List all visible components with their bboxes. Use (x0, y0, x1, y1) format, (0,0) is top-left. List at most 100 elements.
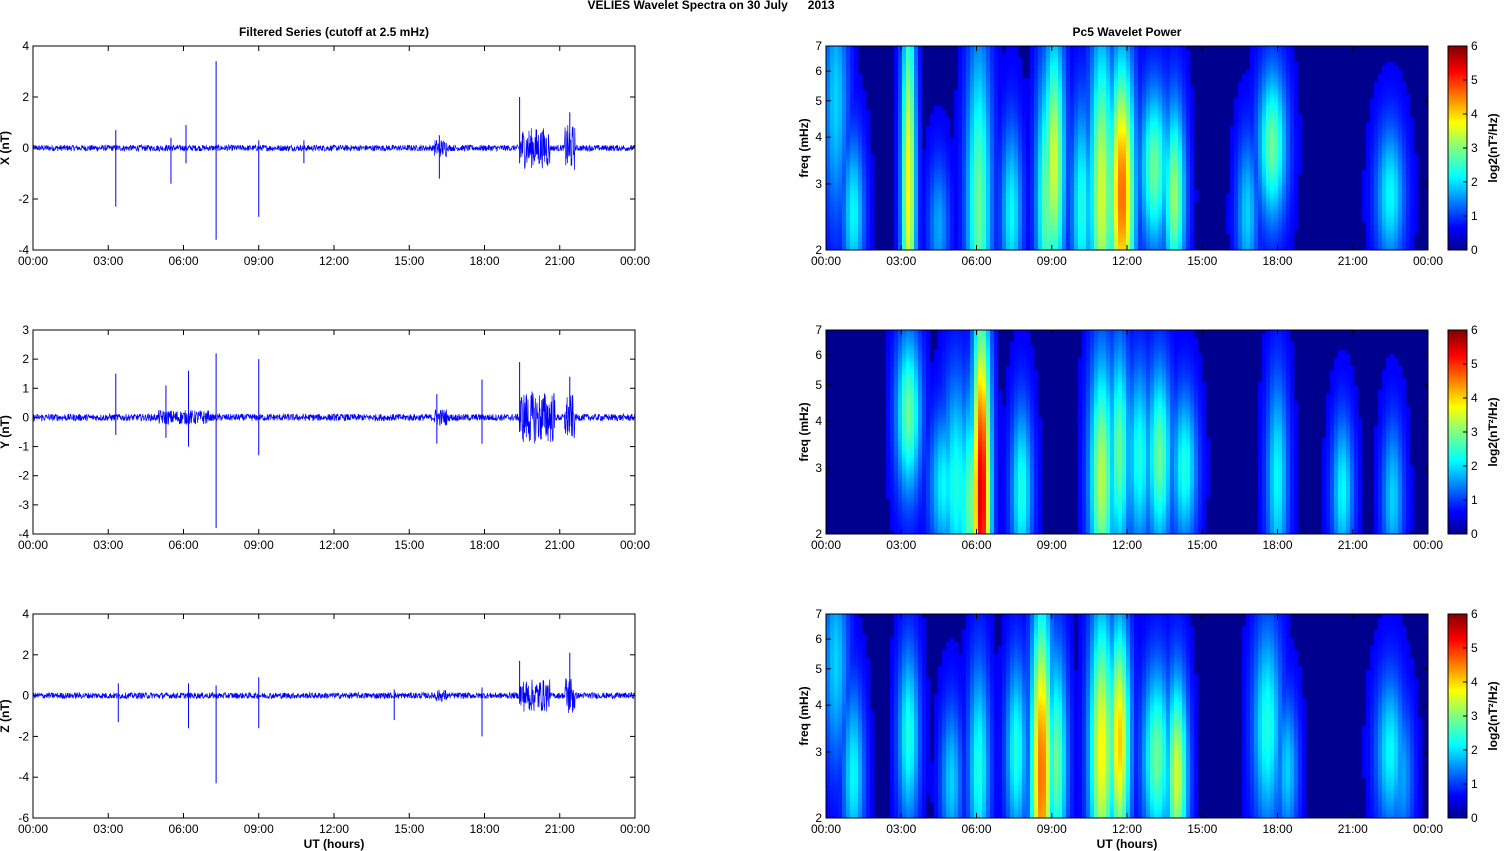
heatmap-cell (1182, 174, 1187, 179)
heatmap-cell (850, 102, 855, 107)
heatmap-cell (1278, 202, 1283, 207)
heatmap-cell (1250, 66, 1255, 71)
heatmap-cell (1110, 174, 1115, 179)
heatmap-cell (1150, 110, 1155, 115)
heatmap-cell (1014, 130, 1019, 135)
heatmap-cell (954, 210, 959, 215)
heatmap-cell (1170, 146, 1175, 151)
heatmap-cell (1294, 94, 1299, 99)
plot-frame (32, 45, 636, 251)
heatmap-cell (1262, 206, 1267, 211)
heatmap-cell (838, 166, 843, 171)
heatmap-cell (1022, 90, 1027, 95)
heatmap-cell (1082, 86, 1087, 91)
heatmap-cell (1242, 110, 1247, 115)
heatmap-cell (994, 110, 999, 115)
heatmap-cell (1266, 122, 1271, 127)
heatmap-cell (898, 102, 903, 107)
heatmap-cell (1130, 222, 1135, 227)
heatmap-cell (1294, 70, 1299, 75)
heatmap-cell (846, 66, 851, 71)
heatmap-cell (1262, 166, 1267, 171)
signal-trace (32, 391, 636, 444)
heatmap-cell (934, 134, 939, 139)
heatmap-cell (922, 178, 927, 183)
heatmap-cell (1398, 154, 1403, 159)
heatmap-cell (1370, 126, 1375, 131)
heatmap-cell (1066, 66, 1071, 71)
heatmap-cell (1054, 214, 1059, 219)
heatmap-cell (1102, 74, 1107, 79)
heatmap-cell (986, 154, 991, 159)
heatmap-cell (838, 54, 843, 59)
heatmap-cell (898, 190, 903, 195)
heatmap-cell (958, 114, 963, 119)
heatmap-cell (1150, 206, 1155, 211)
x-tick-label: 15:00 (394, 254, 424, 268)
heatmap-cell (962, 66, 967, 71)
heatmap-cell (1398, 178, 1403, 183)
heatmap-cell (914, 134, 919, 139)
heatmap-cell (1062, 62, 1067, 67)
heatmap-cell (1146, 142, 1151, 147)
y-tick-label: 0 (22, 410, 29, 424)
heatmap-cell (970, 170, 975, 175)
heatmap-cell (1094, 154, 1099, 159)
heatmap-cell (1094, 82, 1099, 87)
heatmap-cell (942, 134, 947, 139)
heatmap-cell (1006, 218, 1011, 223)
heatmap-cell (930, 118, 935, 123)
heatmap-cell (910, 178, 915, 183)
heatmap-cell (1126, 86, 1131, 91)
heatmap-cell (986, 118, 991, 123)
heatmap-cell (898, 78, 903, 83)
heatmap-cell (1298, 142, 1303, 147)
heatmap-cell (1398, 214, 1403, 219)
heatmap-cell (1006, 138, 1011, 143)
heatmap-cell (910, 46, 915, 51)
heatmap-cell (1270, 102, 1275, 107)
heatmap-cell (1134, 150, 1139, 155)
heatmap-cell (858, 210, 863, 215)
heatmap-cell (834, 166, 839, 171)
heatmap-cell (850, 50, 855, 55)
heatmap-cell (978, 170, 983, 175)
heatmap-cell (854, 186, 859, 191)
heatmap-cell (998, 102, 1003, 107)
heatmap-cell (826, 218, 831, 223)
heatmap-cell (1062, 218, 1067, 223)
heatmap-cell (1382, 94, 1387, 99)
heatmap-cell (862, 166, 867, 171)
heatmap-cell (1390, 114, 1395, 119)
heatmap-cell (1138, 62, 1143, 67)
heatmap-cell (846, 162, 851, 167)
heatmap-cell (1086, 54, 1091, 59)
heatmap-cell (1086, 114, 1091, 119)
heatmap-cell (862, 122, 867, 127)
heatmap-cell (1282, 218, 1287, 223)
heatmap-cell (834, 150, 839, 155)
heatmap-cell (1402, 194, 1407, 199)
heatmap-cell (1146, 86, 1151, 91)
heatmap-cell (946, 222, 951, 227)
heatmap-cell (1146, 214, 1151, 219)
heatmap-cell (1058, 82, 1063, 87)
heatmap-cell (1042, 118, 1047, 123)
heatmap-cell (1062, 102, 1067, 107)
heatmap-cell (1018, 86, 1023, 91)
heatmap-cell (1098, 86, 1103, 91)
heatmap-cell (1254, 170, 1259, 175)
heatmap-cell (1166, 98, 1171, 103)
heatmap-cell (1078, 170, 1083, 175)
heatmap-cell (1254, 66, 1259, 71)
heatmap-cell (862, 154, 867, 159)
heatmap-cell (1042, 210, 1047, 215)
heatmap-cell (1250, 206, 1255, 211)
heatmap-cell (1138, 142, 1143, 147)
heatmap-cell (958, 214, 963, 219)
heatmap-cell (954, 202, 959, 207)
heatmap-cell (1074, 166, 1079, 171)
heatmap-cell (1094, 142, 1099, 147)
heatmap-cell (1266, 78, 1271, 83)
heatmap-cell (846, 174, 851, 179)
